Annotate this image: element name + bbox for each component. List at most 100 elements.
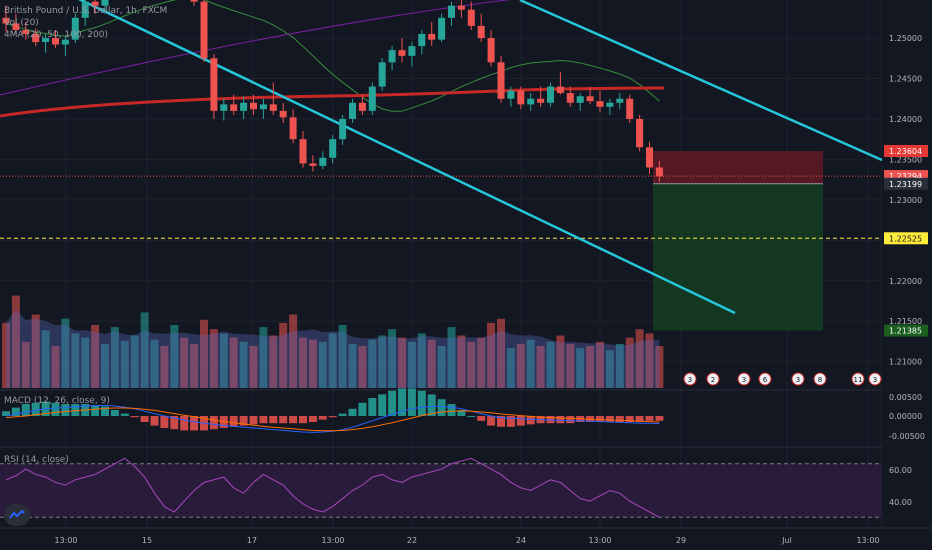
macd-histogram-bar	[615, 416, 624, 422]
volume-bar	[81, 337, 90, 388]
candle-body	[655, 167, 663, 177]
volume-bar	[31, 314, 40, 388]
macd-histogram-bar	[398, 388, 406, 416]
volume-bar	[71, 333, 80, 388]
stop-loss-zone	[653, 150, 823, 184]
macd-histogram-bar	[417, 390, 426, 416]
volume-bar	[200, 319, 208, 388]
price-tick-label: 1.25000	[889, 34, 922, 43]
event-count: 8	[818, 376, 822, 384]
volume-legend[interactable]: Vol (20)	[4, 18, 39, 28]
event-flag-icon	[813, 372, 827, 386]
candle-body	[309, 163, 317, 166]
macd-histogram-bar	[140, 416, 149, 422]
event-flag-icon	[737, 372, 751, 386]
candle-body	[517, 90, 525, 105]
macd-tick-label: -0.00500	[889, 432, 925, 441]
volume-bar	[21, 341, 30, 388]
time-axis[interactable]: 13:00 15 17 13:00 22 24 13:00 29 Jul 13:00	[0, 527, 932, 545]
volume-histogram	[2, 295, 664, 388]
volume-bar	[160, 346, 169, 388]
macd-histogram-bar	[348, 408, 357, 416]
macd-histogram-bar	[318, 416, 327, 420]
macd-histogram-bar	[269, 416, 278, 424]
volume-bar	[328, 333, 337, 388]
volume-bar	[299, 337, 307, 388]
candle-body	[101, 0, 109, 6]
candle-body	[81, 1, 89, 18]
candle-body	[210, 58, 218, 111]
macd-histogram-bar	[516, 416, 525, 426]
time-tick-label: 15	[142, 536, 152, 545]
candle-body	[12, 23, 20, 30]
price-tick-label: 1.22000	[889, 277, 922, 286]
volume-bar	[120, 340, 129, 388]
rsi-line	[5, 457, 660, 518]
macd-histogram-bar	[11, 407, 20, 416]
macd-histogram-bar	[358, 402, 367, 416]
candle-body	[61, 39, 69, 45]
volume-bar	[279, 322, 288, 388]
ma-legend[interactable]: 4MA (20, 50, 100, 200)	[4, 30, 108, 40]
volume-bar	[437, 346, 446, 388]
trend-channel[interactable]	[60, 0, 883, 315]
volume-bar	[170, 325, 179, 388]
candle-body	[606, 102, 614, 107]
rsi-legend[interactable]: RSI (14, close)	[4, 455, 69, 465]
time-tick-label: 24	[516, 536, 526, 545]
price-tick-label: 1.23500	[889, 155, 922, 164]
time-tick-label: Jul	[781, 536, 792, 545]
price-tick-label: 1.21500	[889, 317, 922, 326]
candle-body	[497, 62, 505, 99]
candle-body	[388, 50, 396, 63]
price-axis[interactable]: 1.25000 1.24500 1.24000 1.23500 1.23000 1.225…	[882, 0, 932, 550]
event-count: 6	[763, 376, 768, 384]
macd-histogram-bar	[497, 416, 505, 427]
macd-pane	[2, 388, 664, 433]
volume-bar	[229, 337, 238, 388]
macd-legend[interactable]: MACD (12, 26, close, 9)	[4, 396, 110, 406]
volume-bar	[546, 341, 555, 388]
volume-bar	[110, 327, 119, 388]
macd-histogram-bar	[299, 416, 307, 424]
event-flag-icon	[851, 372, 865, 386]
macd-histogram-bar	[506, 416, 515, 427]
macd-histogram-bar	[61, 404, 70, 416]
candle-body	[398, 50, 406, 56]
volume-bar	[615, 343, 624, 388]
price-label-text: 1.23294	[889, 172, 922, 181]
volume-bar	[566, 343, 575, 388]
rsi-tick-label: 60.00	[889, 466, 912, 475]
tradingview-logo-icon[interactable]	[4, 504, 30, 526]
candle-body	[408, 46, 416, 56]
volume-bar	[625, 337, 634, 388]
volume-bar	[130, 335, 139, 388]
price-label-text: 1.23199	[889, 180, 922, 189]
macd-histogram-bar	[71, 404, 80, 416]
macd-histogram-bar	[209, 416, 218, 430]
macd-histogram-bar	[308, 416, 317, 422]
candle-body	[230, 104, 238, 111]
event-flag-icon	[868, 372, 882, 386]
rsi-tick-label: 40.00	[889, 498, 912, 507]
candle-body	[91, 1, 99, 6]
symbol-legend[interactable]: British Pound / U.S. Dollar, 1h, FXCM	[4, 6, 168, 16]
volume-bar	[467, 341, 476, 388]
candle-body	[269, 104, 277, 111]
candle-body	[358, 102, 366, 111]
macd-histogram-bar	[51, 402, 60, 416]
candle-body	[527, 98, 535, 105]
macd-histogram-bar	[556, 416, 565, 424]
volume-bar	[2, 322, 10, 388]
economic-events[interactable]: 3 2 3 6 3 8 11 3	[683, 372, 882, 386]
candlesticks	[2, 0, 663, 183]
candle-body	[250, 102, 257, 110]
volume-bar	[269, 335, 278, 388]
time-tick-label: 13:00	[321, 536, 344, 545]
candle-body	[32, 33, 40, 43]
macd-tick-label: 0.00000	[889, 412, 922, 421]
volume-bar	[576, 348, 585, 388]
volume-bar	[645, 333, 654, 388]
volume-bar	[457, 335, 466, 388]
